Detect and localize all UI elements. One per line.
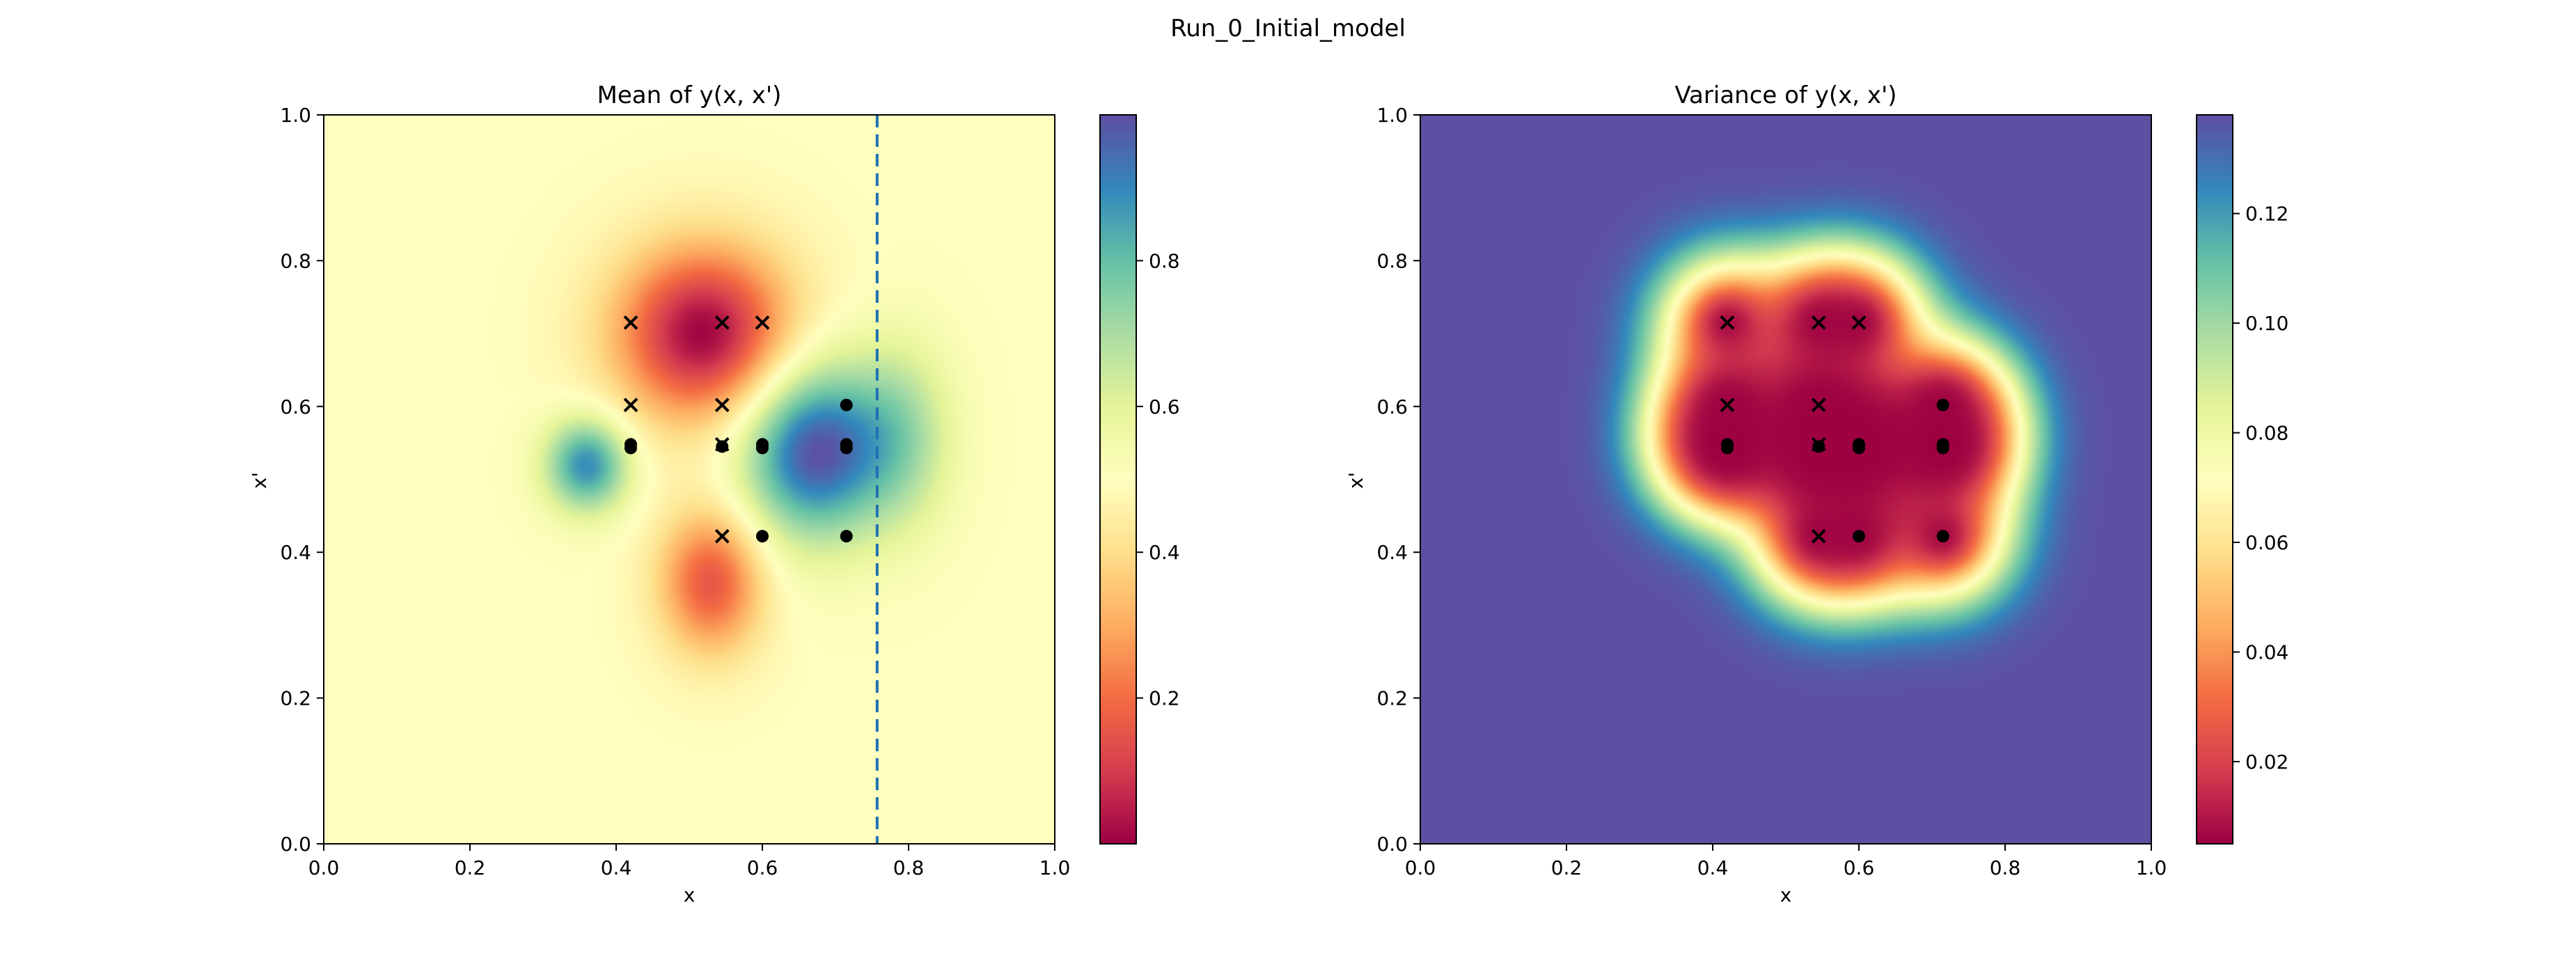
mean-x-axis-label: x — [684, 884, 696, 906]
variance-y-tick-label: 0.6 — [1376, 395, 1408, 418]
variance-heatmap — [1420, 115, 2151, 844]
variance-colorbar-ticks: 0.02 0.04 0.06 0.08 0.10 0.12 — [2233, 203, 2288, 774]
variance-x-tick-label: 1.0 — [2136, 856, 2167, 879]
mean-dot-marker — [840, 530, 853, 543]
mean-y-tick-label: 0.8 — [280, 249, 311, 272]
variance-colorbar — [2197, 115, 2233, 844]
mean-y-tick-label: 1.0 — [280, 104, 311, 127]
mean-y-tick-label: 0.6 — [280, 395, 311, 418]
variance-colorbar-frame — [2196, 114, 2233, 845]
mean-colorbar-tick-label: 0.4 — [1149, 541, 1180, 564]
variance-sample-markers — [1720, 315, 1949, 544]
mean-plot-title: Mean of y(x, x') — [597, 81, 782, 109]
mean-x-marker — [623, 315, 638, 330]
variance-dot-marker — [1812, 440, 1825, 453]
variance-x-tick-label: 0.2 — [1551, 856, 1582, 879]
variance-dot-marker — [1936, 398, 1949, 411]
variance-dot-marker — [1853, 530, 1865, 543]
mean-x-tick-label: 0.8 — [893, 856, 925, 879]
mean-x-marker — [714, 398, 730, 413]
variance-y-tick-label: 1.0 — [1376, 104, 1408, 127]
variance-x-tick-label: 0.8 — [1990, 856, 2021, 879]
variance-axes-frame — [1420, 114, 2152, 845]
variance-x-marker — [1720, 398, 1735, 413]
mean-x-tick-label: 1.0 — [1039, 856, 1071, 879]
variance-colorbar-tick-label: 0.04 — [2245, 641, 2288, 663]
variance-y-axis-label: x' — [1344, 472, 1367, 489]
variance-x-tick-label: 0.6 — [1844, 856, 1875, 879]
mean-x-ticks: 0.0 0.2 0.4 0.6 0.8 1.0 — [308, 844, 1071, 879]
variance-dot-marker — [1936, 441, 1949, 455]
variance-x-marker — [1811, 528, 1826, 544]
mean-colorbar-tick-label: 0.8 — [1149, 249, 1180, 272]
variance-colorbar-tick-label: 0.10 — [2245, 312, 2288, 335]
mean-colorbar-frame — [1099, 114, 1137, 845]
mean-colorbar-tick-label: 0.6 — [1149, 395, 1180, 418]
mean-x-tick-label: 0.2 — [455, 856, 486, 879]
mean-dot-marker — [756, 441, 769, 455]
variance-y-tick-label: 0.2 — [1376, 687, 1408, 710]
variance-plot-title: Variance of y(x, x') — [1674, 81, 1896, 109]
variance-y-tick-label: 0.4 — [1376, 541, 1408, 564]
variance-x-tick-label: 0.4 — [1697, 856, 1729, 879]
mean-x-tick-label: 0.6 — [747, 856, 778, 879]
mean-y-axis-label: x' — [248, 472, 271, 489]
mean-heatmap — [324, 115, 1055, 844]
mean-y-tick-label: 0.4 — [280, 541, 311, 564]
variance-colorbar-tick-label: 0.08 — [2245, 422, 2288, 445]
mean-panel: Mean of y(x, x') 0.0 0.2 0.4 0.6 0.8 1.0 0.00… — [248, 81, 1180, 906]
mean-y-ticks: 0.0 0.2 0.4 0.6 0.8 1.0 — [280, 104, 324, 856]
mean-x-marker — [623, 398, 638, 413]
mean-colorbar-tick-label: 0.2 — [1149, 687, 1180, 710]
variance-y-tick-label: 0.8 — [1376, 249, 1408, 272]
mean-colorbar — [1100, 115, 1136, 844]
variance-x-marker — [1720, 315, 1735, 330]
variance-x-marker — [1811, 398, 1826, 413]
variance-panel: Variance of y(x, x') 0.0 0.2 0.4 0.6 0.8 1.0 … — [1344, 81, 2288, 906]
mean-sample-markers — [623, 315, 853, 544]
mean-colorbar-ticks: 0.2 0.4 0.6 0.8 — [1136, 249, 1180, 710]
mean-y-tick-label: 0.2 — [280, 687, 311, 710]
variance-dot-marker — [1721, 441, 1734, 455]
variance-y-tick-label: 0.0 — [1376, 833, 1408, 856]
variance-dot-marker — [1936, 530, 1949, 543]
mean-axes-frame — [323, 114, 1055, 845]
variance-x-tick-label: 0.0 — [1405, 856, 1436, 879]
variance-x-ticks: 0.0 0.2 0.4 0.6 0.8 1.0 — [1405, 844, 2167, 879]
mean-dot-marker — [840, 398, 853, 411]
figure-suptitle: Run_0_Initial_model — [1170, 15, 1406, 42]
variance-colorbar-tick-label: 0.06 — [2245, 531, 2288, 554]
mean-dot-marker — [756, 530, 769, 543]
variance-x-marker — [1811, 315, 1826, 330]
variance-colorbar-tick-label: 0.02 — [2245, 751, 2288, 774]
variance-y-ticks: 0.0 0.2 0.4 0.6 0.8 1.0 — [1376, 104, 1420, 856]
mean-x-tick-label: 0.0 — [308, 856, 340, 879]
mean-x-tick-label: 0.4 — [601, 856, 632, 879]
mean-x-marker — [714, 528, 730, 544]
variance-x-axis-label: x — [1780, 884, 1792, 906]
variance-dot-marker — [1853, 441, 1865, 455]
mean-dot-marker — [840, 441, 853, 455]
mean-y-tick-label: 0.0 — [280, 833, 311, 856]
mean-x-marker — [755, 315, 770, 330]
variance-colorbar-tick-label: 0.12 — [2245, 203, 2288, 226]
variance-x-marker — [1851, 315, 1867, 330]
mean-dot-marker — [716, 440, 729, 453]
mean-dot-marker — [625, 441, 637, 455]
mean-x-marker — [714, 315, 730, 330]
